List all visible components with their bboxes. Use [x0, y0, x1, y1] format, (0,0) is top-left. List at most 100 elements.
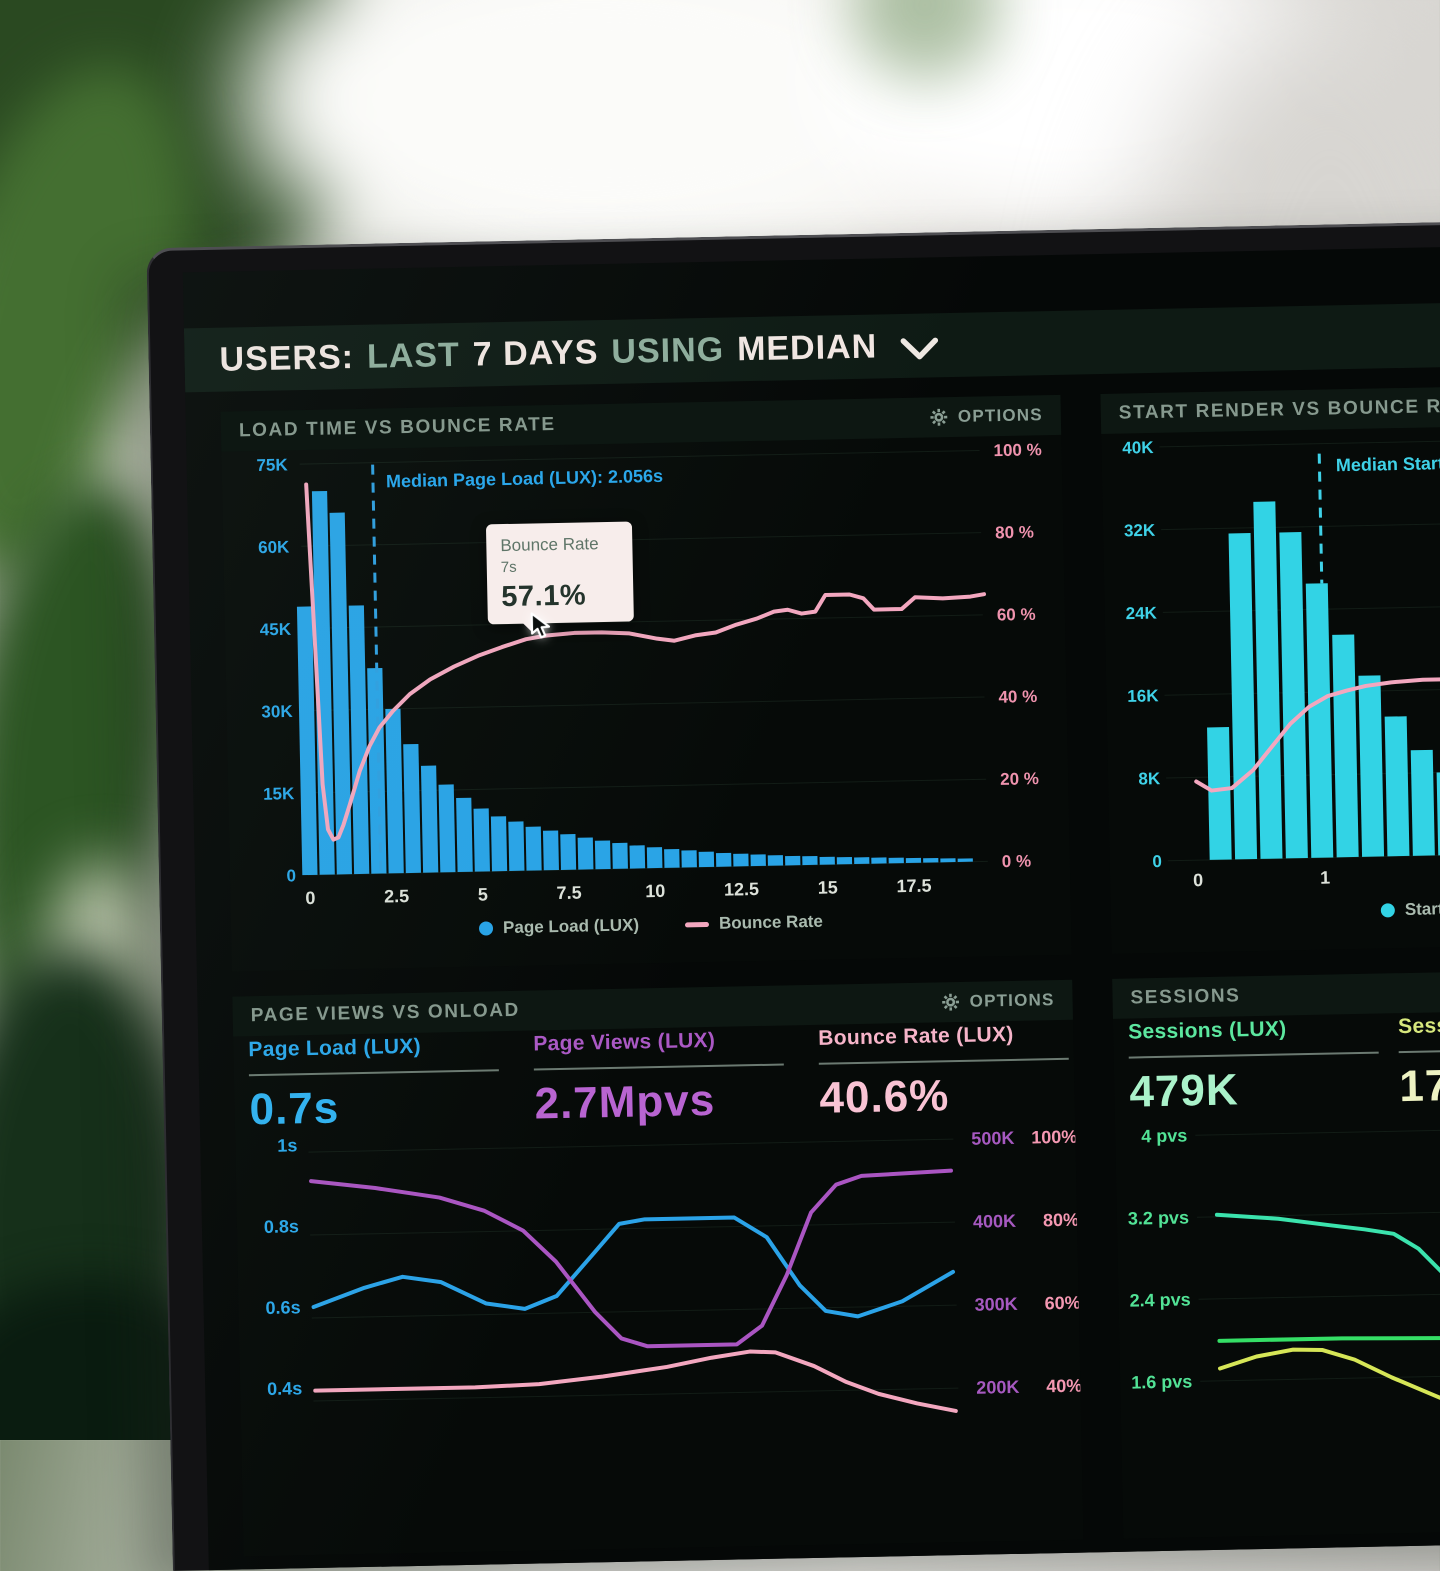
panel-title: SESSIONS [1130, 985, 1240, 1009]
y-axis-right-k-tick: 400K [973, 1211, 1016, 1232]
x-axis-tick: 15 [818, 877, 838, 897]
y-axis-tick: 16K [1127, 686, 1159, 706]
y-axis-tick: 4 pvs [1141, 1125, 1187, 1146]
y-axis-tick: 0.6s [265, 1297, 300, 1318]
legend-item[interactable]: Bounce Rate [685, 912, 823, 935]
series-line [312, 1213, 954, 1327]
page-load-bars [295, 478, 973, 875]
y-axis-tick: 2.4 pvs [1129, 1289, 1190, 1310]
x-axis-tick: 1 [1320, 868, 1330, 888]
series-line [315, 1347, 956, 1423]
sessions-chart[interactable]: 4 pvs 3.2 pvs 2.4 pvs 1.6 pvs [1112, 968, 1440, 1539]
y-axis-tick: 8K [1138, 769, 1161, 788]
cursor-icon [529, 611, 556, 642]
y-axis-right-tick: 40 % [998, 687, 1037, 707]
title-segment: MEDIAN [737, 327, 878, 369]
gear-icon [929, 407, 949, 427]
panel-title: LOAD TIME VS BOUNCE RATE [239, 414, 556, 442]
gridline [308, 1139, 953, 1152]
y-axis-tick: 3.2 pvs [1128, 1207, 1189, 1228]
legend-label: Start R [1405, 899, 1440, 920]
y-axis-tick: 0.8s [264, 1216, 299, 1237]
x-axis-tick: 17.5 [896, 876, 931, 897]
y-axis-tick: 15K [263, 784, 295, 804]
y-axis-tick: 32K [1124, 521, 1156, 541]
title-segment: USERS: [219, 338, 354, 380]
y-axis-right-pct-tick: 100% [1031, 1127, 1077, 1148]
y-axis-right-pct-tick: 40% [1046, 1376, 1082, 1397]
legend-item[interactable]: Start R [1381, 899, 1440, 921]
y-axis-right-k-tick: 300K [974, 1294, 1017, 1315]
y-axis-tick: 1s [277, 1135, 297, 1155]
y-axis-right-k-tick: 500K [971, 1128, 1014, 1149]
y-axis-right-tick: 0 % [1002, 852, 1032, 872]
y-axis-right-pct-tick: 60% [1044, 1293, 1080, 1314]
chart-legend: Start R [1381, 899, 1440, 921]
tooltip-x-value: 7s [501, 557, 623, 576]
options-button[interactable]: OPTIONS [929, 405, 1043, 427]
y-axis-right-tick: 60 % [997, 605, 1036, 625]
tooltip: Bounce Rate 7s 57.1% [486, 521, 634, 624]
gridline [301, 533, 981, 547]
panel-title: START RENDER VS BOUNCE RAT [1119, 396, 1440, 425]
y-axis-tick: 60K [258, 538, 290, 558]
tooltip-series-label: Bounce Rate [500, 534, 622, 556]
gridline [310, 1222, 955, 1235]
y-axis-tick: 45K [260, 620, 292, 640]
panel-header: START RENDER VS BOUNCE RAT [1100, 383, 1440, 434]
title-segment: USING [611, 330, 724, 371]
y-axis-right-tick: 80 % [995, 523, 1034, 543]
bounce-rate-line-icon [685, 921, 709, 926]
y-axis-tick: 0.4s [267, 1378, 302, 1399]
gridline [1195, 1126, 1440, 1136]
gridline [1200, 1372, 1440, 1382]
options-button[interactable]: OPTIONS [940, 990, 1054, 1012]
chevron-down-icon[interactable] [900, 337, 938, 362]
page-views-chart[interactable]: 1s 0.8s 0.6s 0.4s 500K 400K 300K 200K 100% 80% 60%… [232, 980, 1083, 1557]
median-line [1319, 454, 1322, 584]
y-axis-right-tick: 100 % [993, 440, 1042, 460]
panel-start-render: START RENDER VS BOUNCE RAT 40K 32K 24K 16K 8… [1100, 383, 1440, 954]
series-line [311, 1168, 954, 1353]
panel-header: SESSIONS [1112, 968, 1440, 1019]
panel-page-views: PAGE VIEWS VS ONLOAD OPTIONS Page Load [232, 980, 1083, 1557]
x-axis-tick: 12.5 [724, 879, 759, 900]
gridline [303, 615, 983, 629]
legend-item[interactable]: Page Load (LUX) [479, 915, 639, 938]
y-axis-right-tick: 20 % [1000, 769, 1039, 789]
title-segment: 7 DAYS [472, 333, 598, 375]
options-label: OPTIONS [969, 990, 1054, 1012]
y-axis-right-k-tick: 200K [976, 1377, 1019, 1398]
y-axis-tick: 30K [261, 702, 293, 722]
panel-title: PAGE VIEWS VS ONLOAD [251, 1000, 521, 1027]
y-axis-tick: 0 [1152, 852, 1162, 871]
y-axis-right-pct-tick: 80% [1043, 1210, 1079, 1231]
gear-icon [940, 992, 960, 1012]
tooltip-value: 57.1% [501, 579, 624, 614]
x-axis-tick: 0 [1193, 870, 1203, 890]
x-axis-tick: 5 [478, 884, 488, 904]
y-axis-tick: 24K [1125, 604, 1157, 624]
title-segment: LAST [367, 335, 461, 376]
options-label: OPTIONS [958, 405, 1043, 427]
gridline [1161, 520, 1440, 530]
x-axis-tick: 0 [305, 888, 315, 908]
y-axis-tick: 1.6 pvs [1131, 1371, 1192, 1392]
y-axis-tick: 75K [256, 455, 288, 475]
x-axis-tick: 7.5 [556, 883, 581, 903]
x-axis-tick: 10 [645, 881, 665, 901]
gridline [1199, 1290, 1440, 1300]
x-axis-tick: 2.5 [384, 886, 409, 906]
legend-label: Page Load (LUX) [503, 915, 639, 938]
y-axis-tick: 40K [1122, 438, 1154, 458]
laptop-bezel: USERS: LAST 7 DAYS USING MEDIAN LOAD TIM… [146, 218, 1440, 1571]
start-render-dot-icon [1381, 903, 1395, 917]
series-line [1217, 1210, 1440, 1294]
dashboard-header: USERS: LAST 7 DAYS USING MEDIAN [184, 299, 1440, 392]
legend-label: Bounce Rate [719, 912, 823, 934]
page-load-dot-icon [479, 921, 493, 935]
median-label: Median Start R [1336, 453, 1440, 477]
gridline [300, 450, 980, 464]
